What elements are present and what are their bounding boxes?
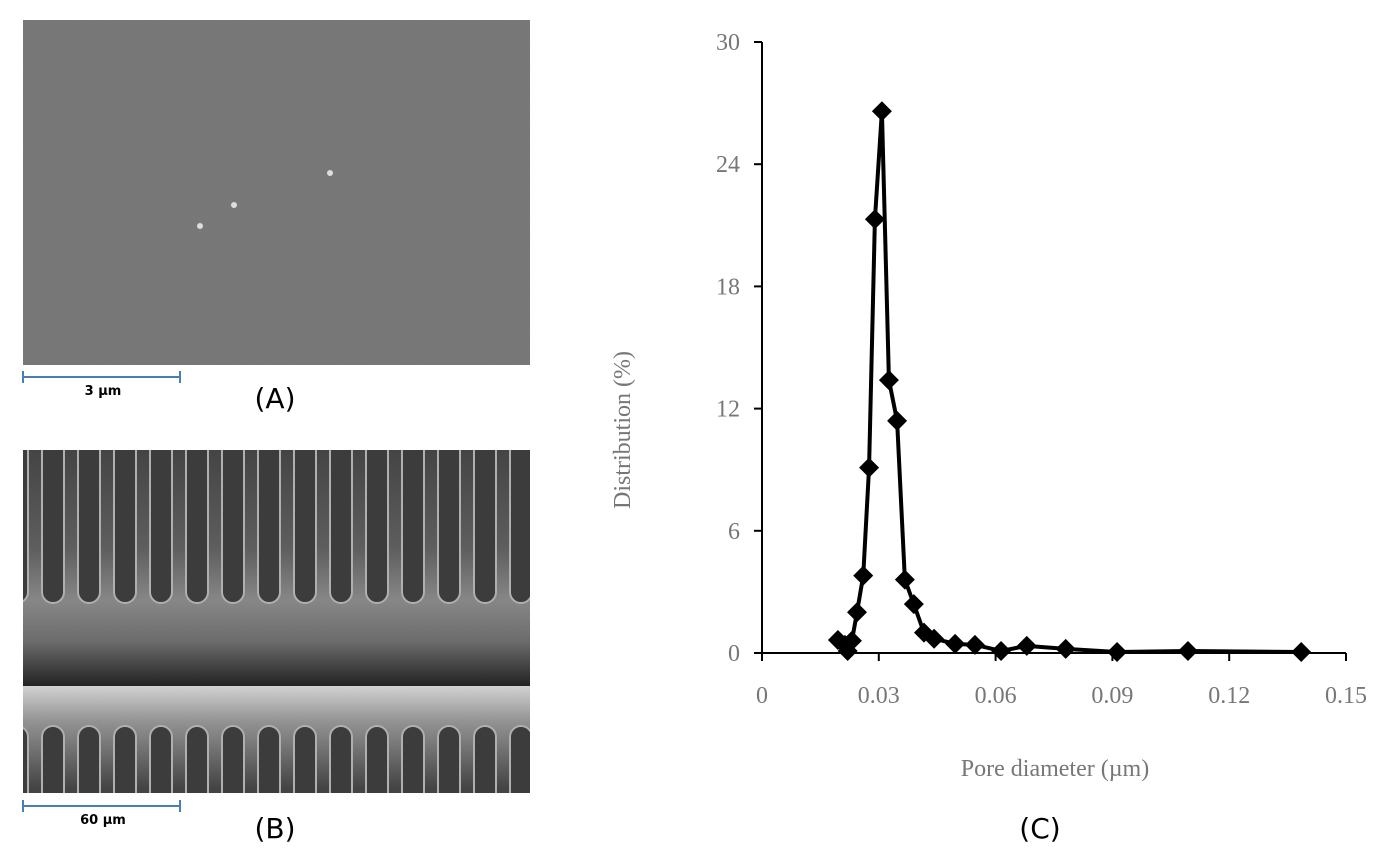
- y-tick-label: 18: [716, 274, 740, 300]
- marker: [859, 457, 880, 478]
- image-a: [23, 20, 530, 365]
- x-tick-label: 0: [756, 683, 768, 709]
- marker: [878, 370, 899, 391]
- line: [836, 109, 1302, 654]
- marker: [864, 209, 885, 230]
- marker: [903, 594, 924, 615]
- x-tick-label: 0.12: [1208, 683, 1250, 709]
- x-tick-label: 0.15: [1325, 683, 1367, 709]
- x-tick-label: 0.09: [1091, 683, 1133, 709]
- y-tick-label: 12: [716, 397, 740, 423]
- panel-label: (C): [1019, 812, 1060, 845]
- y-tick-label: 0: [728, 641, 740, 667]
- marker: [1016, 635, 1037, 656]
- marker: [1177, 640, 1198, 661]
- y-tick-label: 24: [716, 152, 740, 178]
- scale-label: 3 µm: [85, 384, 122, 399]
- marker: [846, 602, 867, 623]
- panel-label: (B): [254, 812, 295, 845]
- y-tick-label: 30: [716, 30, 740, 56]
- y-axis-title: Distribution (%): [610, 351, 636, 509]
- x-tick-label: 0.03: [858, 683, 900, 709]
- marker: [1107, 641, 1128, 662]
- image-b: [23, 450, 530, 793]
- marker: [991, 640, 1012, 661]
- marker: [853, 565, 874, 586]
- scale-label: 60 µm: [80, 813, 126, 828]
- marker: [1055, 638, 1076, 659]
- panel-label: (A): [254, 382, 295, 415]
- y-tick-label: 6: [728, 519, 740, 545]
- marker: [1291, 641, 1312, 662]
- marker: [945, 633, 966, 654]
- marker: [887, 410, 908, 431]
- marker: [871, 101, 892, 122]
- x-axis-title: Pore diameter (µm): [961, 756, 1149, 782]
- x-tick-label: 0.06: [975, 683, 1017, 709]
- marker: [964, 634, 985, 655]
- marker: [841, 630, 862, 651]
- marker: [924, 628, 945, 649]
- marker: [894, 569, 915, 590]
